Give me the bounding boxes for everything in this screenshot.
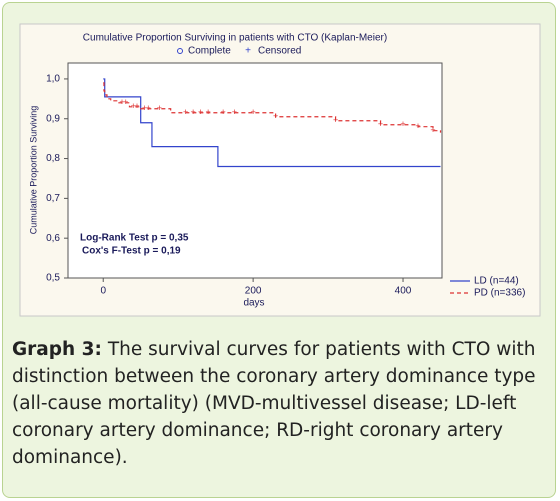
legend-label: Complete <box>188 46 231 57</box>
censored-marker: + <box>123 97 128 107</box>
censored-marker: + <box>157 103 162 113</box>
y-tick-label: 0,5 <box>46 273 60 284</box>
survival-curve <box>103 82 442 133</box>
y-tick-label: 1,0 <box>46 74 60 85</box>
y-axis-label: Cumulative Proportion Surviving <box>28 106 38 235</box>
legend-label: LD (n=44) <box>474 276 519 287</box>
censored-marker: + <box>131 101 136 111</box>
censored-marker: + <box>232 107 237 117</box>
censored-marker: + <box>134 101 139 111</box>
survival-curve <box>103 78 441 168</box>
censored-marker: + <box>183 107 188 117</box>
censored-marker: + <box>400 119 405 129</box>
caption: Graph 3: The survival curves for patient… <box>12 336 542 471</box>
censored-marker: + <box>221 107 226 117</box>
plot-area <box>67 62 443 279</box>
censored-marker: + <box>119 97 124 107</box>
censored-marker: + <box>250 107 255 117</box>
censored-marker: + <box>430 125 435 135</box>
caption-label: Graph 3: <box>12 339 102 360</box>
annotation: Log-Rank Test p = 0,35 <box>80 233 189 244</box>
censored-marker: + <box>146 103 151 113</box>
censored-marker: + <box>142 103 147 113</box>
legend-marker <box>177 48 183 54</box>
censored-marker: + <box>378 119 383 129</box>
censored-marker: + <box>206 107 211 117</box>
legend-marker: + <box>245 46 251 57</box>
legend-label: PD (n=336) <box>474 288 525 299</box>
y-tick-label: 0,8 <box>46 153 60 164</box>
censored-marker: + <box>198 107 203 117</box>
y-tick-label: 0,9 <box>46 113 60 124</box>
x-tick-label: 0 <box>100 286 106 297</box>
censored-marker: + <box>333 115 338 125</box>
censored-marker: + <box>191 107 196 117</box>
y-tick-label: 0,7 <box>46 193 60 204</box>
chart-title: Cumulative Proportion Surviving in patie… <box>83 33 387 44</box>
y-tick-label: 0,6 <box>46 233 60 244</box>
x-tick-label: 200 <box>245 286 262 297</box>
legend-label: Censored <box>258 46 301 57</box>
x-axis-label: days <box>243 298 264 309</box>
annotation: Cox's F-Test p = 0,19 <box>82 246 181 257</box>
censored-marker: + <box>273 111 278 121</box>
censored-marker: + <box>415 121 420 131</box>
caption-text: The survival curves for patients with CT… <box>12 339 536 468</box>
x-tick-label: 400 <box>395 286 412 297</box>
chart: Cumulative Proportion Surviving in patie… <box>19 23 541 317</box>
